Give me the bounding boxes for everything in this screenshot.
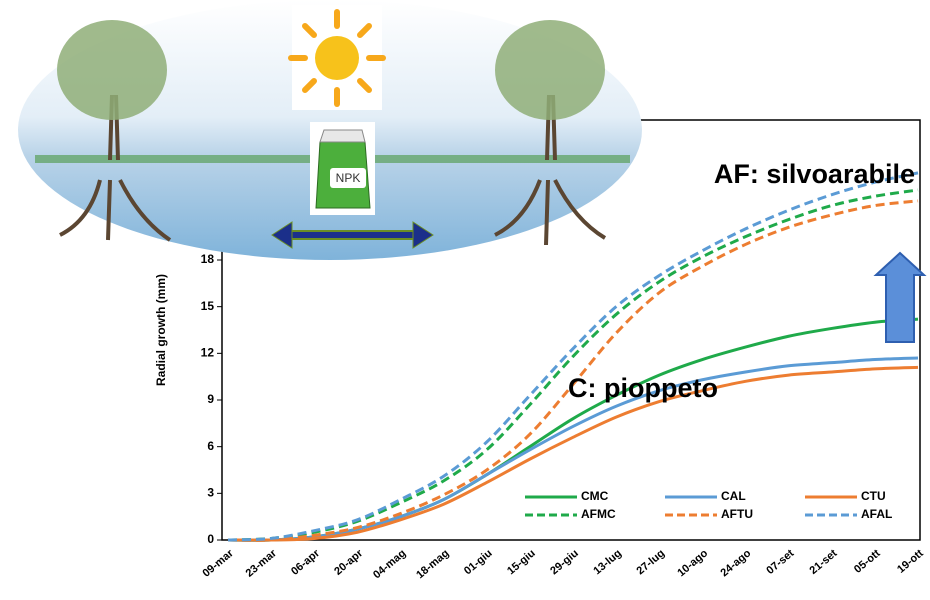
- x-tick-label: 10-ago: [675, 547, 710, 579]
- x-tick-label: 21-set: [807, 547, 839, 577]
- x-tick-label: 01-giu: [462, 547, 495, 577]
- illustration: NPK: [18, 0, 642, 260]
- legend-label: CMC: [581, 489, 609, 503]
- annotation: AF: silvoarabile: [714, 159, 915, 189]
- x-tick-label: 09-mar: [200, 547, 236, 580]
- annotation: C: pioppeto: [568, 373, 718, 403]
- x-tick-label: 20-apr: [332, 547, 366, 578]
- x-tick-label: 06-apr: [289, 547, 323, 578]
- y-tick-label: 0: [207, 532, 214, 546]
- x-tick-label: 19-ott: [895, 547, 926, 576]
- x-tick-label: 27-lug: [635, 547, 668, 577]
- series-line: [228, 319, 918, 540]
- up-arrow: [876, 253, 924, 342]
- bag-top: [320, 130, 365, 142]
- x-tick-label: 13-lug: [591, 547, 624, 577]
- y-tick-label: 18: [201, 252, 215, 266]
- x-tick-label: 05-ott: [852, 547, 883, 576]
- canopy: [495, 20, 605, 120]
- x-tick-label: 29-giu: [548, 547, 581, 577]
- x-tick-label: 04-mag: [371, 547, 408, 581]
- sun: [315, 36, 359, 80]
- y-tick-label: 15: [201, 299, 215, 313]
- x-tick-label: 15-giu: [505, 547, 538, 577]
- x-tick-label: 18-mag: [414, 547, 451, 581]
- y-tick-label: 3: [207, 486, 214, 500]
- y-tick-label: 6: [207, 439, 214, 453]
- legend-label: CTU: [861, 489, 886, 503]
- y-tick-label: 9: [207, 392, 214, 406]
- x-tick-label: 24-ago: [718, 547, 753, 579]
- legend-label: AFTU: [721, 507, 753, 521]
- x-tick-label: 07-set: [764, 547, 796, 577]
- legend-label: AFAL: [861, 507, 892, 521]
- y-tick-label: 12: [201, 346, 215, 360]
- bag-label: NPK: [336, 171, 361, 185]
- canopy: [57, 20, 167, 120]
- y-axis-title: Radial growth (mm): [154, 274, 168, 386]
- chart: 0 3 6 9 12 15 18 09-mar23-mar 06-apr 20-apr04-mag…: [0, 0, 930, 600]
- legend-label: CAL: [721, 489, 746, 503]
- legend-label: AFMC: [581, 507, 616, 521]
- x-tick-label: 23-mar: [244, 547, 280, 580]
